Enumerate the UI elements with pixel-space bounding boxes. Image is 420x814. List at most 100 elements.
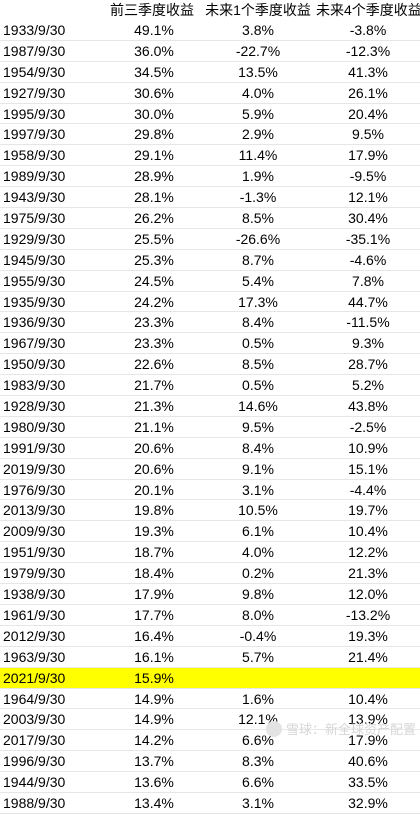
table-row: 1945/9/30 25.3% 8.7% -4.6% — [0, 250, 420, 271]
table-row: 1997/9/30 29.8% 2.9% 9.5% — [0, 124, 420, 146]
watermark: 雪球：新全球资产配置 — [265, 719, 416, 738]
row-next4-return: -3.8% — [349, 22, 387, 38]
row-q3-return: 26.2% — [134, 210, 174, 227]
row-next4-return: -11.5% — [346, 314, 390, 331]
row-q3-return: 30.6% — [134, 84, 174, 101]
row-date: 1929/9/30 — [3, 230, 66, 247]
row-next4-return: 41.3% — [348, 63, 388, 80]
row-q3-return: 28.9% — [134, 168, 174, 185]
row-q3-return: 20.1% — [134, 481, 174, 498]
row-q3-return: 24.5% — [134, 272, 174, 289]
table-row: 1980/9/30 21.1% 9.5% -2.5% — [0, 417, 420, 438]
row-next1-return: 0.2% — [242, 565, 274, 582]
table-row: 1927/9/30 30.6% 4.0% 26.1% — [0, 83, 420, 104]
row-next4-return: 21.4% — [348, 648, 388, 665]
row-next1-return: 3.1% — [242, 481, 274, 498]
row-next4-return — [316, 668, 420, 688]
row-next4-return: -13.2% — [345, 606, 391, 623]
row-next1-return: 2.9% — [242, 126, 274, 143]
row-date: 1951/9/30 — [3, 544, 66, 561]
header-date — [0, 0, 108, 20]
table-row: 2021/9/30 15.9% — [0, 667, 420, 689]
row-q3-return: 19.8% — [134, 502, 174, 519]
row-q3-return: 13.4% — [134, 794, 174, 811]
row-q3-return: 22.6% — [134, 356, 174, 373]
row-next4-return: 9.5% — [352, 126, 384, 143]
row-next1-return: 9.1% — [242, 460, 274, 477]
row-next4-return: -4.4% — [349, 481, 387, 498]
row-q3-return: 24.2% — [134, 293, 174, 310]
table-row: 1983/9/30 21.7% 0.5% 5.2% — [0, 375, 420, 397]
row-date: 1964/9/30 — [3, 690, 66, 707]
row-next1-return: 0.5% — [242, 377, 274, 394]
row-date: 1938/9/30 — [3, 586, 66, 603]
table-row: 1979/9/30 18.4% 0.2% 21.3% — [0, 563, 420, 585]
table-row: 2019/9/30 20.6% 9.1% 15.1% — [0, 459, 420, 480]
row-next4-return: 28.7% — [348, 356, 388, 373]
table-row: 1964/9/30 14.9% 1.6% 10.4% — [0, 689, 420, 710]
row-next4-return: 5.2% — [352, 377, 384, 394]
row-date: 2013/9/30 — [3, 502, 66, 519]
row-next1-return: 5.7% — [242, 648, 274, 665]
row-q3-return: 20.6% — [134, 439, 174, 456]
row-date: 2012/9/30 — [3, 627, 66, 644]
row-next1-return: 8.3% — [242, 753, 274, 770]
table-row: 1954/9/30 34.5% 13.5% 41.3% — [0, 62, 420, 83]
row-date: 1961/9/30 — [3, 606, 66, 623]
row-date: 1995/9/30 — [3, 105, 66, 122]
row-next1-return: 10.5% — [238, 502, 278, 519]
row-next1-return: 0.5% — [242, 335, 274, 352]
row-q3-return: 19.3% — [134, 523, 174, 540]
row-next1-return: 11.4% — [238, 147, 278, 164]
row-q3-return: 21.1% — [134, 418, 174, 435]
row-q3-return: 15.9% — [134, 669, 174, 686]
row-next1-return: 8.4% — [242, 314, 274, 331]
row-date: 1927/9/30 — [3, 84, 66, 101]
row-next4-return: 17.9% — [348, 147, 388, 164]
row-date: 1958/9/30 — [3, 147, 66, 164]
row-next4-return: 19.7% — [348, 502, 388, 519]
row-q3-return: 17.7% — [134, 606, 174, 623]
row-next4-return: 10.4% — [348, 523, 388, 540]
row-date: 1935/9/30 — [3, 293, 66, 310]
row-next4-return: 15.1% — [348, 460, 388, 477]
row-date: 1967/9/30 — [3, 335, 66, 352]
row-next4-return: -12.3% — [345, 42, 391, 59]
row-next4-return: 9.3% — [352, 335, 384, 352]
row-q3-return: 21.3% — [134, 398, 174, 415]
row-next1-return: 8.5% — [242, 356, 274, 373]
row-next1-return: 4.0% — [242, 84, 274, 101]
row-date: 1980/9/30 — [3, 418, 66, 435]
row-next1-return: 8.7% — [242, 251, 274, 268]
row-next4-return: -9.5% — [349, 168, 387, 185]
row-next4-return: 19.3% — [348, 627, 388, 644]
table-row: 1955/9/30 24.5% 5.4% 7.8% — [0, 271, 420, 292]
table-row: 1928/9/30 21.3% 14.6% 43.8% — [0, 396, 420, 417]
row-date: 1936/9/30 — [3, 314, 66, 331]
table-row: 1929/9/30 25.5% -26.6% -35.1% — [0, 229, 420, 250]
row-next1-return: 1.6% — [242, 690, 274, 707]
row-q3-return: 13.7% — [134, 753, 174, 770]
row-next1-return: 5.4% — [242, 272, 274, 289]
row-date: 2003/9/30 — [3, 711, 66, 728]
row-q3-return: 16.4% — [134, 627, 174, 644]
row-date: 1997/9/30 — [3, 126, 66, 143]
row-date: 1950/9/30 — [3, 356, 66, 373]
row-next1-return: 5.9% — [242, 105, 274, 122]
row-q3-return: 29.1% — [134, 147, 174, 164]
row-date: 1996/9/30 — [3, 753, 66, 770]
row-next1-return: 13.5% — [238, 63, 278, 80]
row-q3-return: 25.5% — [134, 230, 174, 247]
row-q3-return: 13.6% — [134, 774, 174, 791]
row-date: 2009/9/30 — [3, 523, 66, 540]
row-date: 1975/9/30 — [3, 210, 66, 227]
row-next1-return: 3.1% — [242, 794, 274, 811]
row-q3-return: 29.8% — [134, 126, 174, 143]
row-date: 2021/9/30 — [3, 669, 66, 686]
row-q3-return: 20.6% — [134, 460, 174, 477]
row-next4-return: 26.1% — [348, 84, 388, 101]
row-date: 1976/9/30 — [3, 481, 66, 498]
row-next4-return: 13.9% — [348, 711, 388, 728]
row-next4-return: 40.6% — [348, 753, 388, 770]
